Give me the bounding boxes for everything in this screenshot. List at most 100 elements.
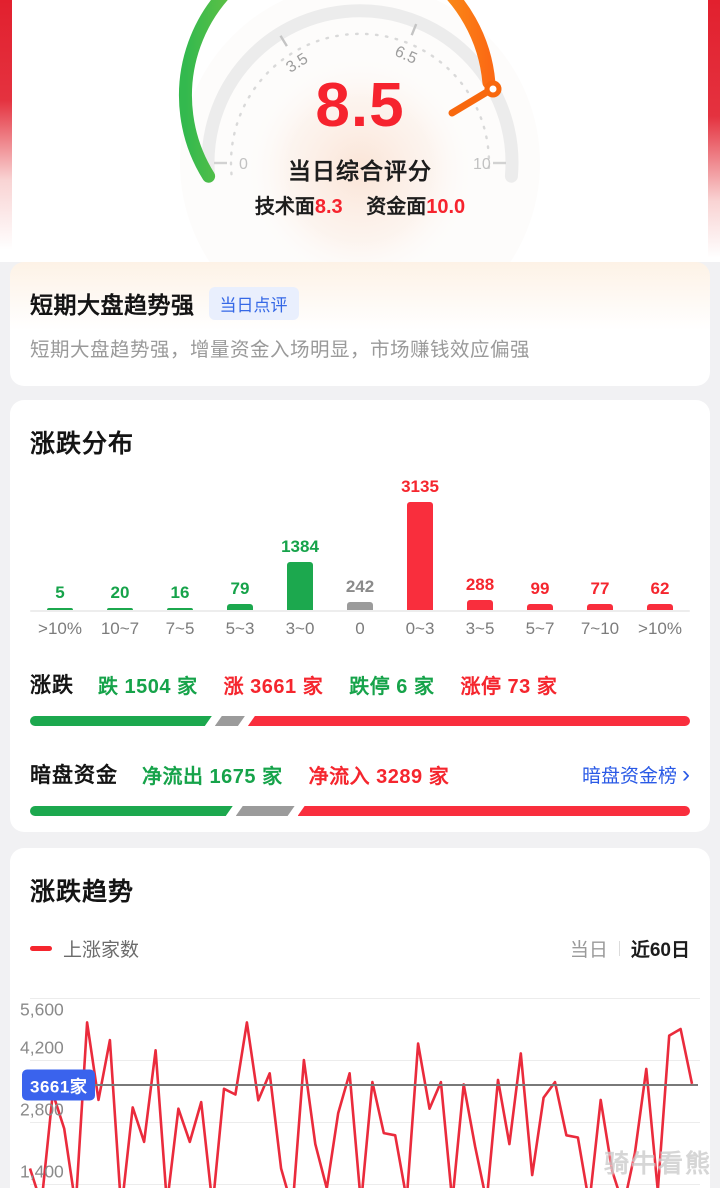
net-inflow-count: 净流入 3289 家 xyxy=(308,765,450,788)
trend-line-chart: 3661家 5,600 4,200 2,800 1,400 xyxy=(20,980,700,1188)
category-label: >10% xyxy=(38,619,82,638)
bar-value-label: 99 xyxy=(530,579,550,598)
distribution-title: 涨跌分布 xyxy=(30,430,135,458)
distribution-bar-chart: 5 20 16 79 1384 242 3135 288 99 77 62 >10% 10~7 7~5 5… xyxy=(30,474,690,639)
limit-down-count: 跌停 6 家 xyxy=(349,675,435,698)
bar-column: 79 xyxy=(210,579,270,610)
bar-value-label: 1384 xyxy=(281,537,319,556)
category-label: 3~0 xyxy=(285,619,315,638)
sub-scores: 技术面8.3 资金面10.0 xyxy=(0,190,720,219)
bar-value-label: 242 xyxy=(345,577,375,596)
capital-score: 资金面10.0 xyxy=(366,196,465,218)
bar xyxy=(347,602,373,610)
gauge-min-label: 0 xyxy=(239,156,248,173)
bar-column: 288 xyxy=(450,575,510,610)
bar-column: 16 xyxy=(150,583,210,610)
trend-line-svg xyxy=(28,1021,694,1188)
fallers-count: 跌 1504 家 xyxy=(98,675,198,698)
bar-column: 242 xyxy=(330,577,390,610)
composite-score-label: 当日综合评分 xyxy=(288,158,432,184)
bar xyxy=(47,608,73,610)
red-segment xyxy=(247,716,690,726)
y-axis-label: 1,400 xyxy=(20,1161,64,1182)
bar xyxy=(587,604,613,610)
right-red-edge-decoration xyxy=(708,0,720,258)
bar-value-label: 79 xyxy=(230,579,250,598)
category-label: 7~10 xyxy=(580,619,620,638)
range-toggle: 当日 近60日 xyxy=(570,935,690,962)
range-option-60d[interactable]: 近60日 xyxy=(630,940,690,961)
bar xyxy=(167,608,193,610)
current-value-reference-line xyxy=(30,1083,698,1086)
dark-pool-ratio-bar xyxy=(30,806,690,816)
y-axis-label: 5,600 xyxy=(20,999,64,1020)
toggle-divider xyxy=(618,941,620,956)
bar-column: 5 xyxy=(30,583,90,610)
comment-title: 短期大盘趋势强 xyxy=(30,292,195,318)
score-gauge: 3.5 6.5 0 10 xyxy=(179,0,540,262)
comment-description: 短期大盘趋势强，增量资金入场明显，市场赚钱效应偏强 xyxy=(30,339,531,361)
gauge-max-label: 10 xyxy=(473,156,491,173)
technical-score-label: 技术面 xyxy=(254,196,315,218)
bar-column: 1384 xyxy=(270,537,330,610)
daily-comment-card: 短期大盘趋势强 当日点评 短期大盘趋势强，增量资金入场明显，市场赚钱效应偏强 xyxy=(10,262,710,386)
capital-score-value: 10.0 xyxy=(426,196,466,218)
bar-value-label: 77 xyxy=(590,579,610,598)
gauge-needle-ring xyxy=(484,80,502,98)
gauge-tick-3-5 xyxy=(279,35,288,47)
bar xyxy=(107,608,133,610)
gauge-center-glow xyxy=(240,50,480,262)
bar xyxy=(467,600,493,610)
limit-up-count: 涨停 73 家 xyxy=(460,675,558,698)
gray-segment xyxy=(236,806,295,816)
gauge-value-arc xyxy=(179,0,496,183)
range-option-today[interactable]: 当日 xyxy=(569,940,608,961)
category-label: 0 xyxy=(355,619,365,638)
gauge-needle xyxy=(448,88,491,117)
composite-score-value: 8.5 xyxy=(315,71,405,140)
gridline xyxy=(30,998,700,999)
green-segment xyxy=(30,806,233,816)
technical-score-value: 8.3 xyxy=(314,196,343,218)
bar xyxy=(527,604,553,610)
bar xyxy=(287,562,313,610)
y-axis-label: 4,200 xyxy=(20,1037,64,1058)
gauge-track-arc xyxy=(201,4,519,183)
trend-line xyxy=(28,1021,694,1188)
category-label: >10% xyxy=(638,619,682,638)
category-label: 7~5 xyxy=(165,619,195,638)
gray-segment xyxy=(215,716,245,726)
legend-line-icon xyxy=(30,946,52,951)
bar-value-label: 62 xyxy=(650,579,670,598)
updown-trend-card: 涨跌趋势 上涨家数 当日 近60日 3661家 5,600 4,200 2,800 1… xyxy=(10,848,710,1188)
bar-column: 99 xyxy=(510,579,570,610)
updown-stats-row: 涨跌 跌 1504 家 涨 3661 家 跌停 6 家 涨停 73 家 xyxy=(30,669,690,699)
category-label: 10~7 xyxy=(100,619,140,638)
bar-value-label: 5 xyxy=(55,583,65,602)
legend-label: 上涨家数 xyxy=(63,940,140,961)
daily-comment-badge[interactable]: 当日点评 xyxy=(208,286,299,320)
technical-score: 技术面8.3 xyxy=(255,196,343,218)
score-gauge-section: 3.5 6.5 0 10 8.5 当日综合评分 技术面8.3 资金面10.0 xyxy=(0,0,720,262)
bar-column: 77 xyxy=(570,579,630,610)
updown-label: 涨跌 xyxy=(30,674,74,697)
bar-value-label: 3135 xyxy=(401,477,439,496)
trend-legend-row: 上涨家数 当日 近60日 xyxy=(30,935,690,962)
bar xyxy=(407,502,433,610)
dark-pool-label: 暗盘资金 xyxy=(30,764,118,787)
current-value-badge: 3661家 xyxy=(22,1069,96,1101)
gauge-dotted-ticks xyxy=(229,32,491,176)
category-labels-row: >10% 10~7 7~5 5~3 3~0 0 0~3 3~5 5~7 7~10 >10% xyxy=(30,619,690,639)
bars-row: 5 20 16 79 1384 242 3135 288 99 77 62 xyxy=(30,474,690,610)
bar xyxy=(647,604,673,610)
dark-pool-stats-row: 暗盘资金 净流出 1675 家 净流入 3289 家 暗盘资金榜 › xyxy=(30,759,690,789)
category-label: 5~7 xyxy=(525,619,555,638)
gauge-tick-6-5 xyxy=(410,23,418,36)
dark-pool-rank-link[interactable]: 暗盘资金榜 › xyxy=(582,761,690,788)
capital-score-label: 资金面 xyxy=(366,196,427,218)
green-segment xyxy=(30,716,212,726)
bar-value-label: 20 xyxy=(110,583,130,602)
bar-value-label: 16 xyxy=(170,583,190,602)
chevron-right-icon: › xyxy=(682,760,690,788)
